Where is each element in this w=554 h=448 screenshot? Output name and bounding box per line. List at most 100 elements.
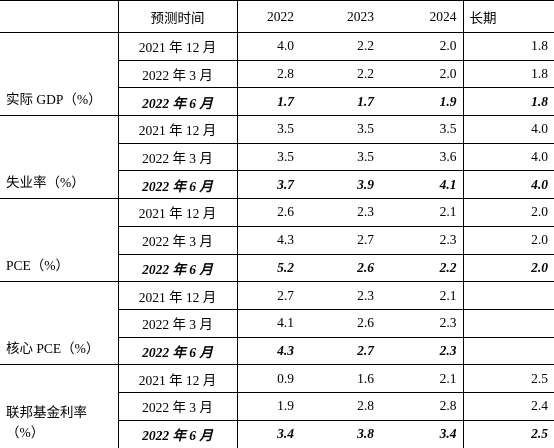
value-cell: 2.3 bbox=[380, 336, 463, 365]
value-cell: 2.7 bbox=[300, 225, 380, 254]
value-cell: 4.1 bbox=[237, 308, 300, 338]
value-cell: 4.0 bbox=[462, 142, 554, 171]
value-cell: 1.6 bbox=[300, 364, 380, 393]
time-cell: 2022 年 3 月 bbox=[118, 225, 238, 254]
value-cell: 2.4 bbox=[462, 391, 554, 421]
value-cell: 2.5 bbox=[462, 419, 554, 448]
value-cell: 2.0 bbox=[380, 32, 463, 61]
time-cell: 2021 年 12 月 bbox=[118, 115, 238, 144]
value-cell: 4.0 bbox=[462, 115, 554, 144]
value-cell: 5.2 bbox=[237, 253, 300, 282]
value-cell: 1.8 bbox=[462, 87, 554, 116]
data-row: 失业率（%） 2021 年 12 月 3.5 3.5 3.5 4.0 bbox=[0, 115, 554, 199]
value-cell: 4.3 bbox=[237, 336, 300, 365]
value-cell: 1.7 bbox=[237, 87, 300, 116]
time-cell: 2021 年 12 月 bbox=[118, 32, 238, 61]
group-label-text: 联邦基金利率（%） bbox=[6, 404, 87, 440]
value-cell: 2.6 bbox=[300, 253, 380, 282]
time-cell: 2022 年 6 月 bbox=[118, 170, 238, 199]
corner-cell bbox=[0, 0, 119, 33]
time-cell: 2022 年 3 月 bbox=[118, 391, 238, 421]
value-cell: 2.2 bbox=[300, 59, 380, 88]
time-cell: 2022 年 3 月 bbox=[118, 142, 238, 171]
value-cell: 4.1 bbox=[380, 170, 463, 199]
time-cell: 2022 年 6 月 bbox=[118, 87, 238, 116]
header-cell: 预测时间 bbox=[118, 0, 238, 33]
data-row: 2022 年 6 月 5.2 2.6 2.2 2.0 bbox=[0, 253, 554, 282]
value-cell: 0.9 bbox=[237, 364, 300, 393]
value-cell: 2.3 bbox=[300, 281, 380, 310]
group-label-text: PCE（%） bbox=[6, 258, 70, 274]
group-label: PCE（%） bbox=[0, 198, 119, 282]
value-cell: 3.5 bbox=[300, 142, 380, 171]
value-cell: 2.3 bbox=[380, 225, 463, 254]
value-cell: 3.5 bbox=[237, 142, 300, 171]
value-cell: 3.6 bbox=[380, 142, 463, 171]
value-cell: 3.5 bbox=[237, 115, 300, 144]
data-row: 实际 GDP（%） 2021 年 12 月 4.0 2.2 2.0 1.8 bbox=[0, 31, 554, 116]
header-cell: 2023 bbox=[300, 0, 380, 33]
value-cell: 2.3 bbox=[300, 198, 380, 227]
value-cell: 3.4 bbox=[380, 419, 463, 448]
time-cell: 2022 年 3 月 bbox=[118, 308, 238, 338]
data-row: 2022 年 6 月 4.3 2.7 2.3 bbox=[0, 336, 554, 365]
value-cell: 2.7 bbox=[300, 336, 380, 365]
time-cell: 2022 年 6 月 bbox=[118, 419, 238, 448]
header-cell: 2022 bbox=[237, 0, 300, 33]
group-label-text: 失业率（%） bbox=[6, 175, 85, 191]
data-row: 2022 年 3 月 3.5 3.5 3.6 4.0 bbox=[0, 142, 554, 171]
header-row: 预测时间 2022 2023 2024 长期 bbox=[0, 0, 554, 33]
value-cell: 3.8 bbox=[300, 419, 380, 448]
group-label-text: 核心 PCE（%） bbox=[6, 341, 100, 357]
value-cell: 2.1 bbox=[380, 364, 463, 393]
value-cell: 4.0 bbox=[237, 32, 300, 61]
value-cell: 2.1 bbox=[380, 198, 463, 227]
header-cell: 长期 bbox=[462, 0, 554, 33]
data-row: 2022 年 6 月 3.4 3.8 3.4 2.5 bbox=[0, 419, 554, 448]
data-row: 2022 年 6 月 1.7 1.7 1.9 1.8 bbox=[0, 87, 554, 116]
group-label: 联邦基金利率（%） bbox=[0, 364, 119, 448]
value-cell bbox=[462, 281, 554, 310]
data-row: 核心 PCE（%） 2021 年 12 月 2.7 2.3 2.1 bbox=[0, 281, 554, 365]
value-cell: 1.9 bbox=[237, 391, 300, 421]
value-cell: 2.0 bbox=[462, 225, 554, 254]
data-row: PCE（%） 2021 年 12 月 2.6 2.3 2.1 2.0 bbox=[0, 198, 554, 282]
value-cell: 2.7 bbox=[237, 281, 300, 310]
value-cell: 3.4 bbox=[237, 419, 300, 448]
group-label: 实际 GDP（%） bbox=[0, 31, 119, 116]
time-cell: 2021 年 12 月 bbox=[118, 281, 238, 310]
data-row: 2022 年 3 月 2.8 2.2 2.0 1.8 bbox=[0, 59, 554, 88]
data-row: 2022 年 3 月 4.3 2.7 2.3 2.0 bbox=[0, 225, 554, 254]
time-cell: 2022 年 6 月 bbox=[118, 253, 238, 282]
value-cell: 1.8 bbox=[462, 32, 554, 61]
data-row: 2022 年 3 月 4.1 2.6 2.3 bbox=[0, 308, 554, 338]
value-cell: 2.1 bbox=[380, 281, 463, 310]
value-cell: 4.0 bbox=[462, 170, 554, 199]
time-cell: 2021 年 12 月 bbox=[118, 364, 238, 393]
group-label: 失业率（%） bbox=[0, 115, 119, 199]
time-cell: 2022 年 6 月 bbox=[118, 336, 238, 365]
value-cell: 1.8 bbox=[462, 59, 554, 88]
value-cell: 2.2 bbox=[380, 253, 463, 282]
data-row: 联邦基金利率（%） 2021 年 12 月 0.9 1.6 2.1 2.5 bbox=[0, 364, 554, 448]
value-cell: 3.5 bbox=[380, 115, 463, 144]
value-cell: 2.5 bbox=[462, 364, 554, 393]
value-cell: 4.3 bbox=[237, 225, 300, 254]
value-cell bbox=[462, 308, 554, 338]
value-cell: 1.9 bbox=[380, 87, 463, 116]
value-cell: 2.2 bbox=[300, 32, 380, 61]
header-cell: 2024 bbox=[380, 0, 463, 33]
value-cell: 2.6 bbox=[237, 198, 300, 227]
value-cell: 2.8 bbox=[300, 391, 380, 421]
value-cell: 2.3 bbox=[380, 308, 463, 338]
value-cell: 2.8 bbox=[237, 59, 300, 88]
value-cell: 3.7 bbox=[237, 170, 300, 199]
value-cell: 2.6 bbox=[300, 308, 380, 338]
group-label: 核心 PCE（%） bbox=[0, 281, 119, 365]
value-cell bbox=[462, 336, 554, 365]
value-cell: 2.0 bbox=[380, 59, 463, 88]
time-cell: 2022 年 3 月 bbox=[118, 59, 238, 88]
